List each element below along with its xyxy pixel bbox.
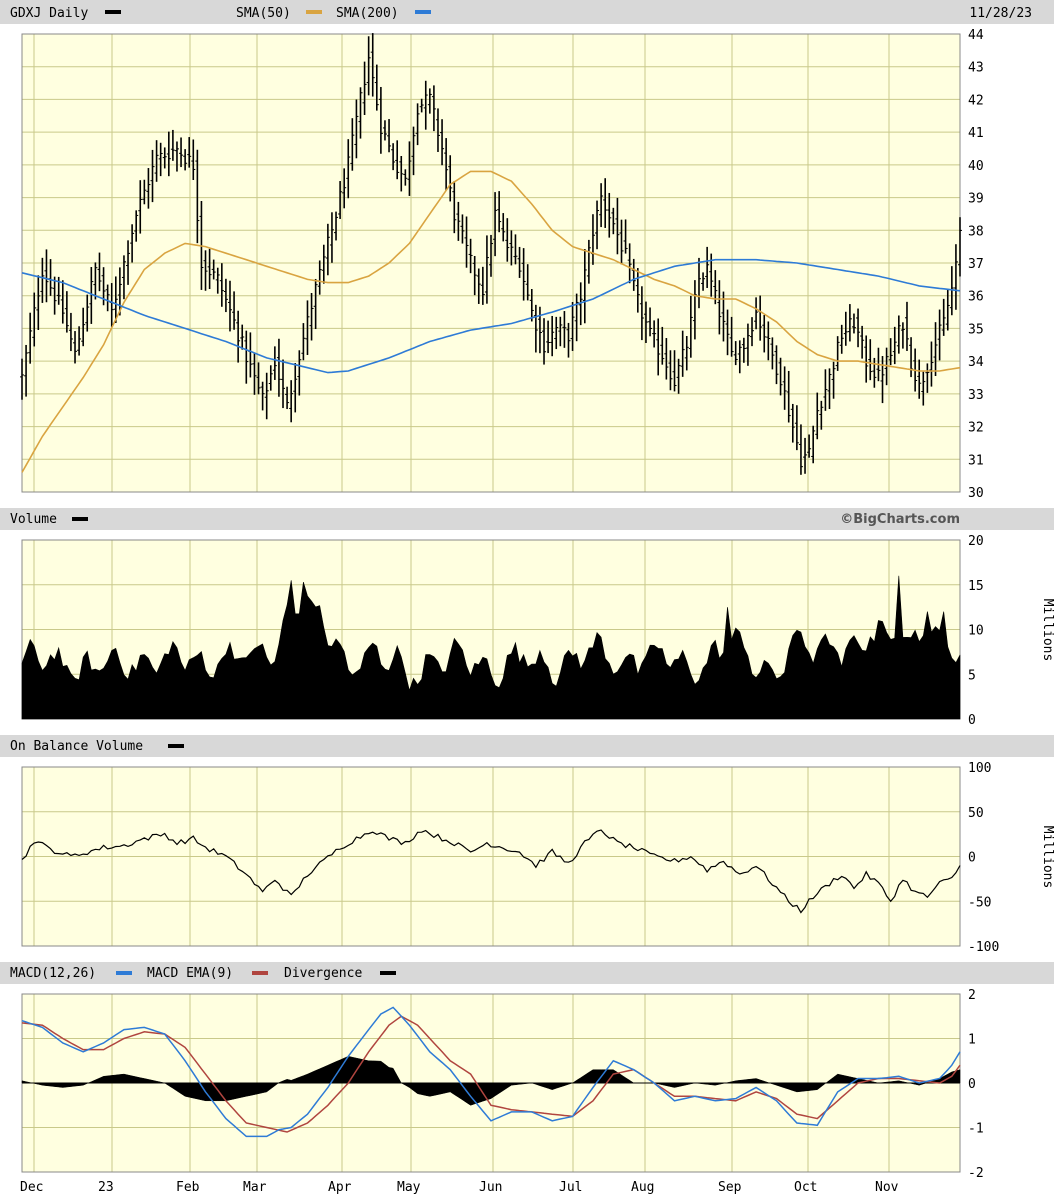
sma50-line xyxy=(21,170,961,473)
x-tick-label: May xyxy=(397,1180,421,1195)
price-bars xyxy=(20,33,962,475)
x-tick-label: Jun xyxy=(479,1180,502,1195)
x-tick-label: Jul xyxy=(559,1180,582,1195)
obv-y-tick: -50 xyxy=(968,895,991,910)
macd-y-tick: 2 xyxy=(968,988,976,1003)
price-y-tick: 35 xyxy=(968,322,984,337)
macd-y-tick: -2 xyxy=(968,1166,984,1181)
macd-panel: -2 -1 0 1 2 xyxy=(21,988,984,1181)
macd-ema-legend-swatch xyxy=(252,971,268,975)
obv-panel: -100 -50 0 50 100 xyxy=(21,761,999,955)
macd-legend-swatch xyxy=(116,971,132,975)
volume-y-tick: 15 xyxy=(968,579,984,594)
x-tick-label: Aug xyxy=(631,1180,654,1195)
x-tick-label: Sep xyxy=(718,1180,742,1195)
macd-header-bar xyxy=(0,962,1054,984)
obv-frame xyxy=(21,766,961,947)
divergence-area xyxy=(21,1056,961,1106)
obv-header-bar xyxy=(0,735,1054,757)
x-tick-label: Dec xyxy=(20,1180,43,1195)
price-y-tick: 32 xyxy=(968,421,984,436)
price-y-tick: 31 xyxy=(968,453,984,468)
chart-date: 11/28/23 xyxy=(969,6,1032,21)
obv-title: On Balance Volume xyxy=(10,739,143,754)
macd-label: MACD(12,26) xyxy=(10,966,96,981)
price-panel: 30 31 32 33 34 35 36 37 38 39 40 41 42 43 44 xyxy=(20,28,984,501)
x-tick-label: Oct xyxy=(794,1180,817,1195)
sma50-legend-swatch xyxy=(306,10,322,14)
x-axis-labels: Dec 23 Feb Mar Apr May Jun Jul Aug Sep Oct Nov xyxy=(20,1180,899,1195)
obv-y-tick: 100 xyxy=(968,761,991,776)
x-tick-label: Apr xyxy=(328,1180,352,1195)
volume-legend-swatch xyxy=(72,517,88,521)
x-tick-label: Feb xyxy=(176,1180,200,1195)
volume-y-tick: 5 xyxy=(968,668,976,683)
volume-y-tick: 20 xyxy=(968,534,984,549)
price-y-tick: 44 xyxy=(968,28,984,43)
volume-title: Volume xyxy=(10,512,57,527)
price-y-tick: 34 xyxy=(968,355,984,370)
macd-ema-line xyxy=(21,1015,961,1133)
volume-area xyxy=(21,575,961,720)
price-y-tick: 30 xyxy=(968,486,984,501)
symbol-label: GDXJ Daily xyxy=(10,6,88,21)
obv-y-tick: 0 xyxy=(968,851,976,866)
obv-line xyxy=(21,829,961,914)
volume-y-tick: 0 xyxy=(968,713,976,728)
price-y-tick: 39 xyxy=(968,192,984,207)
macd-ema-label: MACD EMA(9) xyxy=(147,966,233,981)
macd-line xyxy=(21,1006,961,1138)
price-y-tick: 33 xyxy=(968,388,984,403)
volume-unit-label: Millions xyxy=(1040,599,1054,662)
macd-y-tick: -1 xyxy=(968,1122,984,1137)
sma200-line xyxy=(21,258,961,374)
price-y-tick: 40 xyxy=(968,159,984,174)
macd-y-tick: 1 xyxy=(968,1033,976,1048)
divergence-label: Divergence xyxy=(284,966,362,981)
price-y-tick: 43 xyxy=(968,61,984,76)
x-tick-label: Mar xyxy=(243,1180,267,1195)
price-y-tick: 38 xyxy=(968,224,984,239)
x-tick-label: 23 xyxy=(98,1180,114,1195)
price-y-tick: 41 xyxy=(968,126,984,141)
obv-legend-swatch xyxy=(168,744,184,748)
volume-y-tick: 10 xyxy=(968,624,984,639)
brand-label: ©BigCharts.com xyxy=(840,512,960,527)
volume-header-bar xyxy=(0,508,1054,530)
volume-panel: 0 5 10 15 20 xyxy=(21,534,984,728)
obv-unit-label: Millions xyxy=(1040,826,1054,889)
x-tick-label: Nov xyxy=(875,1180,899,1195)
sma200-label: SMA(200) xyxy=(336,6,399,21)
price-y-tick: 37 xyxy=(968,257,984,272)
macd-y-tick: 0 xyxy=(968,1077,976,1092)
price-header-bar xyxy=(0,0,1054,24)
price-legend-swatch xyxy=(105,10,121,14)
obv-y-tick: 50 xyxy=(968,806,984,821)
sma50-label: SMA(50) xyxy=(236,6,291,21)
sma200-legend-swatch xyxy=(415,10,431,14)
divergence-legend-swatch xyxy=(380,971,396,975)
price-y-tick: 42 xyxy=(968,93,984,108)
obv-y-tick: -100 xyxy=(968,940,999,955)
price-y-tick: 36 xyxy=(968,290,984,305)
